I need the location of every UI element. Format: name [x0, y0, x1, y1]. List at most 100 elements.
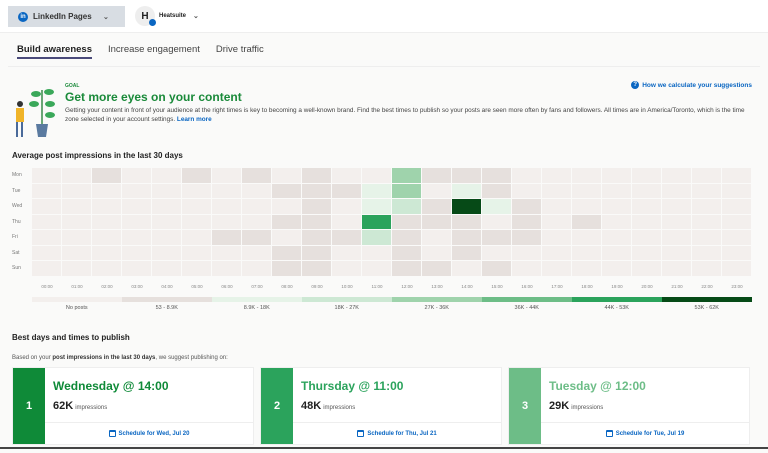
heatmap-cell[interactable]	[722, 183, 751, 198]
heatmap-cell[interactable]	[122, 168, 151, 183]
heatmap-cell[interactable]	[632, 214, 661, 229]
heatmap-cell[interactable]	[302, 183, 331, 198]
heatmap-cell[interactable]	[332, 261, 361, 276]
heatmap-cell[interactable]	[92, 245, 121, 260]
heatmap-cell[interactable]	[182, 261, 211, 276]
heatmap-cell[interactable]	[32, 168, 61, 183]
heatmap-cell[interactable]	[182, 230, 211, 245]
heatmap-cell[interactable]	[602, 168, 631, 183]
heatmap-cell[interactable]	[482, 261, 511, 276]
heatmap-cell[interactable]	[662, 230, 691, 245]
heatmap-cell[interactable]	[722, 168, 751, 183]
heatmap-cell[interactable]	[92, 183, 121, 198]
heatmap-cell[interactable]	[482, 168, 511, 183]
heatmap-cell[interactable]	[122, 214, 151, 229]
heatmap-cell[interactable]	[692, 261, 721, 276]
heatmap-cell[interactable]	[662, 199, 691, 214]
heatmap-cell[interactable]	[32, 261, 61, 276]
heatmap-cell[interactable]	[632, 183, 661, 198]
heatmap-cell[interactable]	[122, 183, 151, 198]
heatmap-cell[interactable]	[602, 245, 631, 260]
heatmap-cell[interactable]	[152, 168, 181, 183]
heatmap-cell[interactable]	[332, 199, 361, 214]
heatmap-cell[interactable]	[92, 230, 121, 245]
heatmap-cell[interactable]	[692, 230, 721, 245]
heatmap-cell[interactable]	[212, 199, 241, 214]
heatmap-cell[interactable]	[272, 245, 301, 260]
heatmap-cell[interactable]	[32, 214, 61, 229]
heatmap-cell[interactable]	[392, 261, 421, 276]
heatmap-cell[interactable]	[542, 230, 571, 245]
heatmap-cell[interactable]	[422, 199, 451, 214]
heatmap-cell[interactable]	[152, 214, 181, 229]
heatmap-cell[interactable]	[302, 199, 331, 214]
heatmap-cell[interactable]	[212, 214, 241, 229]
heatmap-cell[interactable]	[632, 245, 661, 260]
heatmap-cell[interactable]	[482, 245, 511, 260]
heatmap-cell[interactable]	[422, 245, 451, 260]
schedule-button[interactable]: Schedule for Thu, Jul 21	[293, 422, 501, 444]
heatmap-cell[interactable]	[452, 199, 481, 214]
heatmap-cell[interactable]	[572, 199, 601, 214]
heatmap-cell[interactable]	[152, 245, 181, 260]
heatmap-cell[interactable]	[722, 214, 751, 229]
heatmap-cell[interactable]	[272, 168, 301, 183]
tab-build-awareness[interactable]: Build awareness	[17, 44, 92, 59]
heatmap-cell[interactable]	[512, 168, 541, 183]
heatmap-cell[interactable]	[32, 183, 61, 198]
heatmap-cell[interactable]	[362, 183, 391, 198]
heatmap-cell[interactable]	[62, 214, 91, 229]
heatmap-cell[interactable]	[662, 261, 691, 276]
heatmap-cell[interactable]	[632, 230, 661, 245]
heatmap-cell[interactable]	[302, 261, 331, 276]
heatmap-cell[interactable]	[632, 168, 661, 183]
heatmap-cell[interactable]	[662, 168, 691, 183]
heatmap-cell[interactable]	[182, 199, 211, 214]
heatmap-cell[interactable]	[272, 261, 301, 276]
heatmap-cell[interactable]	[632, 199, 661, 214]
heatmap-cell[interactable]	[152, 183, 181, 198]
heatmap-cell[interactable]	[482, 183, 511, 198]
heatmap-cell[interactable]	[422, 230, 451, 245]
heatmap-cell[interactable]	[122, 261, 151, 276]
heatmap-cell[interactable]	[512, 214, 541, 229]
heatmap-cell[interactable]	[362, 230, 391, 245]
heatmap-cell[interactable]	[542, 261, 571, 276]
heatmap-cell[interactable]	[242, 168, 271, 183]
heatmap-cell[interactable]	[62, 261, 91, 276]
heatmap-cell[interactable]	[272, 183, 301, 198]
heatmap-cell[interactable]	[662, 183, 691, 198]
heatmap-cell[interactable]	[272, 230, 301, 245]
heatmap-cell[interactable]	[332, 168, 361, 183]
heatmap-cell[interactable]	[92, 168, 121, 183]
heatmap-cell[interactable]	[332, 230, 361, 245]
heatmap-cell[interactable]	[482, 214, 511, 229]
heatmap-cell[interactable]	[572, 230, 601, 245]
heatmap-cell[interactable]	[332, 245, 361, 260]
heatmap-cell[interactable]	[722, 199, 751, 214]
heatmap-cell[interactable]	[122, 230, 151, 245]
heatmap-cell[interactable]	[32, 245, 61, 260]
tab-drive-traffic[interactable]: Drive traffic	[215, 44, 264, 55]
heatmap-cell[interactable]	[92, 214, 121, 229]
heatmap-cell[interactable]	[542, 168, 571, 183]
heatmap-cell[interactable]	[512, 261, 541, 276]
heatmap-cell[interactable]	[692, 183, 721, 198]
heatmap-cell[interactable]	[722, 245, 751, 260]
heatmap-cell[interactable]	[302, 214, 331, 229]
heatmap-cell[interactable]	[32, 230, 61, 245]
heatmap-cell[interactable]	[242, 261, 271, 276]
heatmap-cell[interactable]	[242, 199, 271, 214]
heatmap-cell[interactable]	[722, 230, 751, 245]
heatmap-cell[interactable]	[692, 245, 721, 260]
heatmap-cell[interactable]	[692, 214, 721, 229]
heatmap-cell[interactable]	[92, 199, 121, 214]
heatmap-cell[interactable]	[632, 261, 661, 276]
heatmap-cell[interactable]	[452, 261, 481, 276]
heatmap-cell[interactable]	[122, 245, 151, 260]
heatmap-cell[interactable]	[362, 168, 391, 183]
heatmap-cell[interactable]	[62, 168, 91, 183]
heatmap-cell[interactable]	[152, 261, 181, 276]
heatmap-cell[interactable]	[182, 183, 211, 198]
heatmap-cell[interactable]	[422, 168, 451, 183]
